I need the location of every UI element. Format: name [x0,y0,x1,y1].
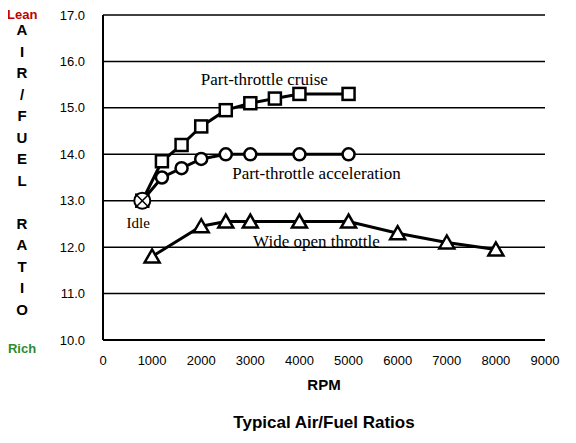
html-text:E: E [17,150,27,167]
svg-text:10.0: 10.0 [60,333,85,348]
svg-text:7000: 7000 [432,353,461,368]
html-text:Lean: Lean [7,7,38,22]
svg-text:14.0: 14.0 [60,147,85,162]
svg-text:13.0: 13.0 [60,193,85,208]
svg-text:12.0: 12.0 [60,240,85,255]
html-text:F: F [17,107,27,124]
svg-text:4000: 4000 [285,353,314,368]
html-text:R: R [16,64,28,81]
svg-text:Wide open throttle: Wide open throttle [253,232,380,251]
html-text:A: A [16,236,28,253]
html-text:O: O [16,300,28,318]
svg-text:Part-throttle acceleration: Part-throttle acceleration [232,164,401,183]
svg-text:15.0: 15.0 [60,100,85,115]
html-text:T: T [17,257,27,275]
svg-text:3000: 3000 [236,353,265,368]
svg-text:0: 0 [99,353,106,368]
svg-text:Idle: Idle [127,215,151,231]
html-text:A: A [16,21,28,38]
svg-text:8000: 8000 [481,353,510,368]
html-text:I: I [19,42,25,60]
svg-text:5000: 5000 [334,353,363,368]
svg-text:17.0: 17.0 [60,8,85,23]
svg-text:1000: 1000 [138,353,167,368]
html-text:Rich: Rich [7,341,37,356]
svg-text:RPM: RPM [307,376,340,393]
svg-text:16.0: 16.0 [60,54,85,69]
html-text:R: R [16,214,28,232]
svg-text:9000: 9000 [531,353,560,368]
svg-text:11.0: 11.0 [61,286,85,301]
svg-text:Part-throttle cruise: Part-throttle cruise [201,70,328,89]
svg-text:6000: 6000 [383,353,412,368]
svg-text:2000: 2000 [187,353,216,368]
html-text:Typical Air/Fuel Ratios: Typical Air/Fuel Ratios [233,413,415,432]
html-text:U: U [16,128,28,146]
html-text:I: I [19,279,25,296]
html-text:L: L [17,171,27,189]
